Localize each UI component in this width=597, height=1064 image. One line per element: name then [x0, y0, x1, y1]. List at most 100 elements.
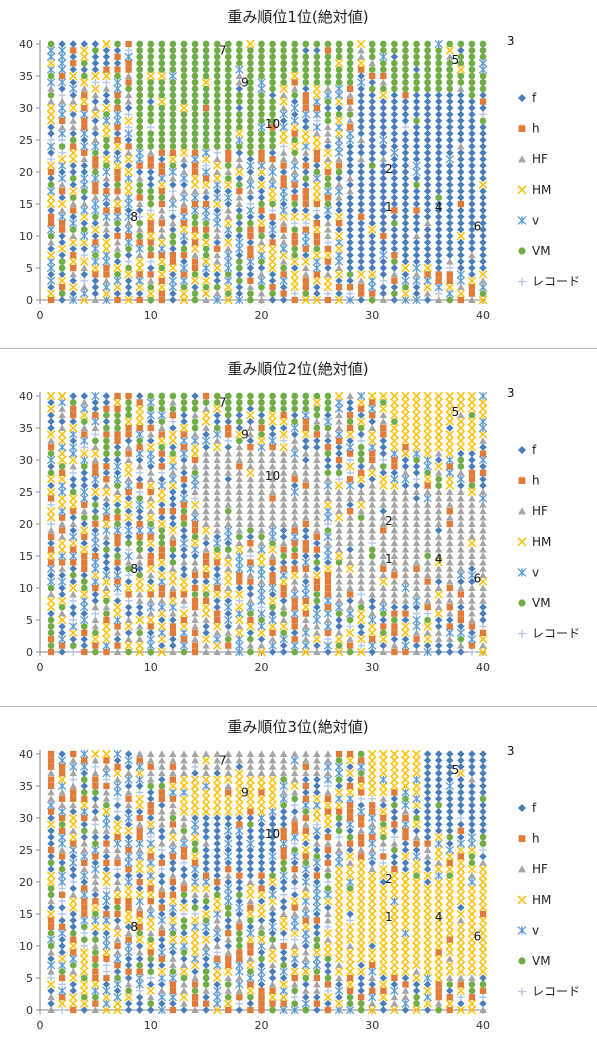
data-point — [169, 757, 176, 764]
data-point — [314, 105, 320, 111]
data-point — [114, 572, 121, 579]
data-point — [391, 476, 398, 483]
data-point — [291, 591, 298, 598]
data-point — [114, 584, 121, 591]
data-point — [92, 495, 99, 502]
data-point — [70, 40, 77, 47]
data-point — [335, 904, 342, 911]
data-point — [159, 201, 165, 207]
data-point — [435, 885, 442, 892]
data-point — [258, 508, 265, 515]
data-point — [291, 264, 298, 271]
legend-item: h — [519, 474, 540, 488]
data-point — [202, 808, 209, 815]
data-point — [335, 501, 342, 508]
data-point — [457, 162, 464, 169]
data-point — [280, 143, 287, 150]
data-point — [81, 66, 88, 73]
data-point — [58, 533, 65, 540]
data-point — [258, 533, 265, 540]
data-point — [92, 949, 99, 956]
data-point — [136, 85, 143, 92]
data-point — [280, 750, 287, 757]
data-point — [358, 425, 365, 432]
y-tick-label: 0 — [26, 294, 33, 307]
data-point — [147, 981, 154, 988]
data-point — [369, 213, 376, 220]
data-point — [236, 930, 243, 937]
data-point — [413, 923, 420, 930]
data-point — [158, 399, 165, 406]
data-point — [214, 904, 221, 911]
data-point — [479, 194, 486, 201]
data-point — [180, 456, 187, 463]
data-point — [125, 162, 132, 169]
data-point — [70, 789, 76, 795]
data-point — [413, 636, 419, 642]
data-point — [58, 757, 65, 764]
data-point — [225, 239, 232, 246]
data-point — [324, 930, 331, 937]
data-point — [357, 501, 364, 508]
data-point — [214, 930, 221, 937]
data-point — [236, 891, 243, 898]
data-point — [258, 444, 265, 451]
data-point — [70, 60, 76, 66]
data-point — [435, 770, 442, 777]
data-point — [280, 239, 287, 246]
data-point — [269, 942, 276, 949]
data-point — [81, 891, 88, 898]
data-point — [446, 955, 453, 962]
data-point — [92, 629, 99, 636]
data-point — [125, 834, 132, 841]
data-point — [202, 776, 209, 783]
data-point — [48, 783, 54, 789]
data-point — [369, 616, 376, 623]
data-point — [413, 290, 420, 297]
data-point — [114, 105, 120, 111]
data-point — [280, 629, 287, 636]
data-point — [236, 859, 243, 866]
data-point — [48, 534, 54, 540]
data-point — [159, 450, 165, 456]
data-point — [103, 149, 110, 156]
data-point — [169, 898, 176, 905]
data-point — [402, 258, 409, 265]
data-point — [424, 424, 431, 431]
data-point — [446, 827, 453, 834]
data-point — [169, 514, 176, 521]
data-point — [391, 290, 398, 297]
data-point — [202, 533, 209, 540]
annotation-label: 10 — [265, 469, 280, 483]
data-point — [380, 111, 387, 118]
data-point — [302, 143, 309, 150]
data-point — [136, 898, 143, 905]
data-point — [58, 245, 65, 252]
data-point — [324, 156, 331, 163]
data-point — [191, 949, 198, 956]
data-point — [136, 853, 143, 860]
data-point — [258, 840, 265, 847]
data-point — [446, 111, 453, 118]
data-point — [192, 591, 199, 598]
data-point — [247, 923, 254, 930]
data-point — [302, 808, 309, 815]
data-point — [402, 795, 409, 802]
data-point — [435, 162, 442, 169]
data-point — [214, 194, 221, 201]
data-point — [47, 200, 54, 207]
data-point — [391, 245, 398, 252]
data-point — [214, 469, 221, 476]
data-point — [180, 264, 187, 271]
y-tick-label: 35 — [19, 422, 33, 435]
data-point — [269, 207, 276, 214]
data-point — [280, 117, 287, 124]
data-point — [169, 463, 176, 470]
data-point — [258, 431, 265, 438]
data-point — [291, 431, 298, 438]
data-point — [413, 117, 420, 124]
data-point — [136, 821, 143, 828]
data-point — [347, 476, 353, 482]
data-point — [191, 955, 198, 962]
data-point — [169, 808, 176, 815]
